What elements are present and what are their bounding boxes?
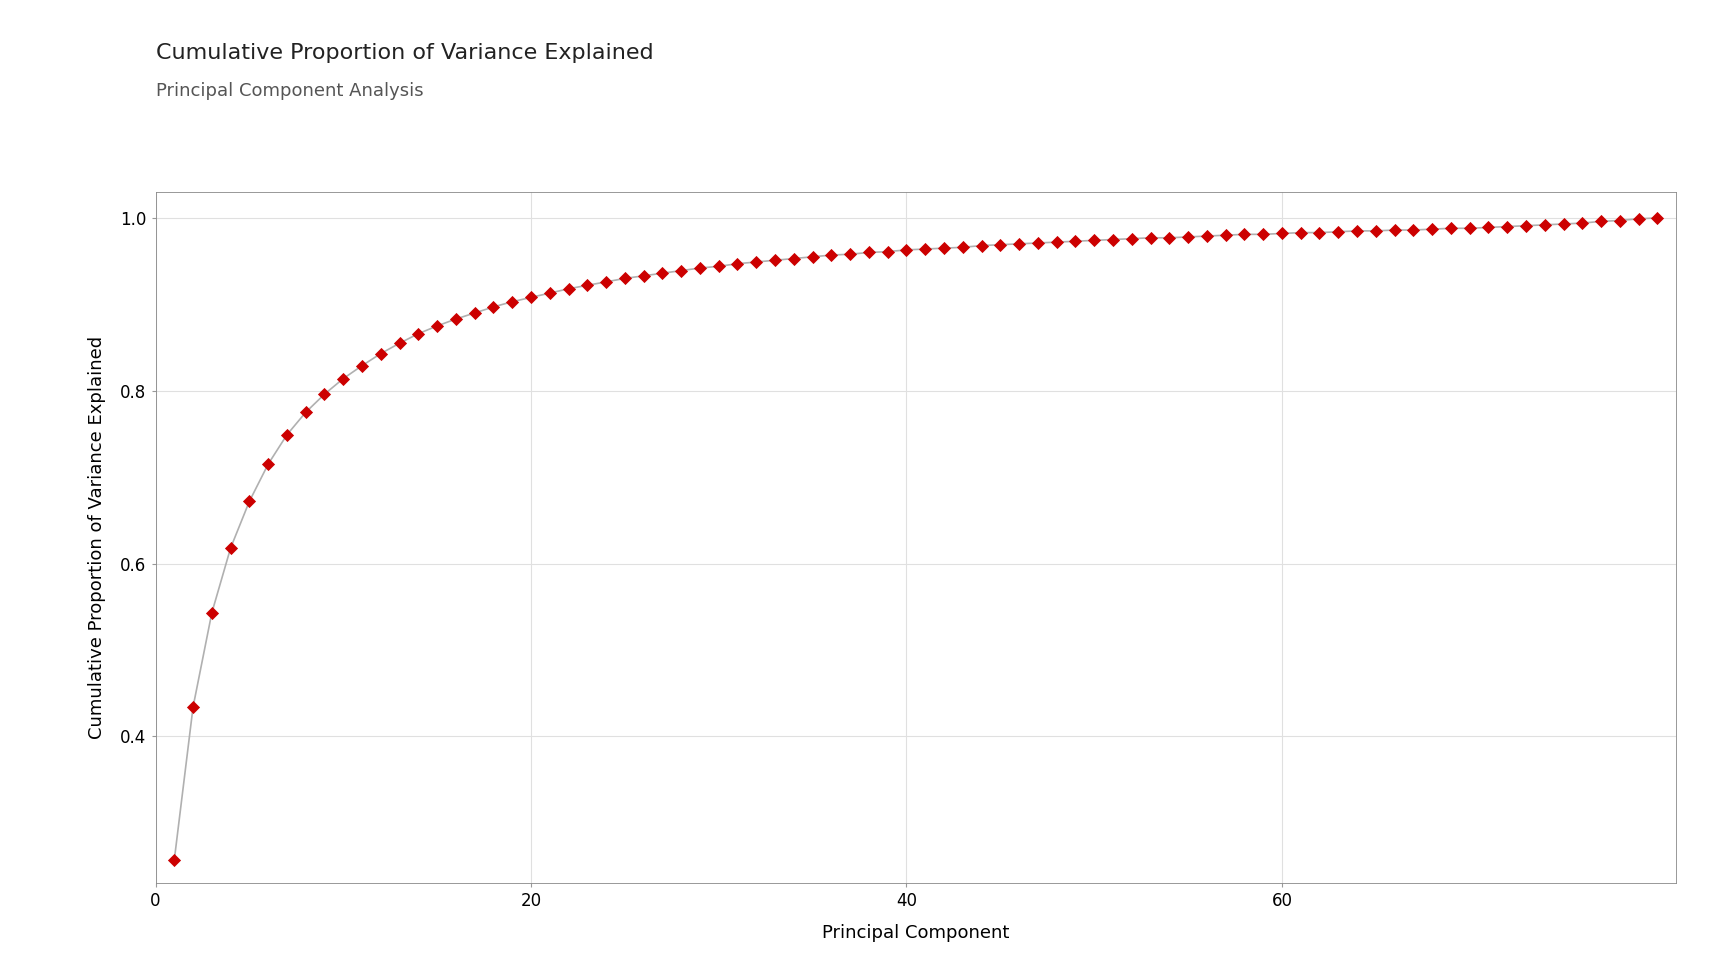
Y-axis label: Cumulative Proportion of Variance Explained: Cumulative Proportion of Variance Explai… — [88, 336, 105, 739]
Point — [686, 260, 714, 276]
Point — [855, 245, 883, 260]
Point — [593, 275, 620, 290]
Point — [1438, 221, 1465, 236]
Point — [1324, 224, 1351, 239]
Point — [199, 605, 226, 620]
Point — [1531, 217, 1559, 232]
Point — [987, 237, 1014, 252]
Point — [498, 294, 525, 309]
Point — [911, 241, 938, 256]
Point — [1006, 236, 1033, 252]
Point — [1249, 227, 1277, 242]
Point — [292, 405, 320, 420]
Point — [1419, 222, 1446, 237]
Point — [1137, 230, 1165, 246]
Point — [667, 263, 695, 278]
Point — [254, 457, 282, 472]
Point — [555, 281, 582, 297]
Point — [1061, 233, 1089, 249]
Point — [648, 266, 676, 281]
Point — [273, 427, 301, 443]
Point — [1455, 221, 1483, 236]
Point — [629, 268, 657, 283]
Point — [1025, 235, 1052, 251]
Point — [1381, 223, 1408, 238]
Point — [1624, 211, 1652, 227]
Point — [1287, 225, 1315, 240]
Point — [874, 244, 902, 259]
Point — [366, 346, 394, 361]
Point — [385, 336, 413, 351]
Point — [442, 311, 470, 326]
Point — [349, 358, 377, 373]
Point — [1118, 231, 1146, 247]
X-axis label: Principal Component: Principal Component — [823, 924, 1009, 942]
Point — [1643, 210, 1671, 226]
Point — [1230, 227, 1258, 242]
Point — [1343, 224, 1370, 239]
Point — [779, 251, 807, 266]
Point — [1400, 223, 1427, 238]
Point — [423, 319, 451, 334]
Point — [968, 238, 995, 253]
Point — [798, 250, 826, 265]
Point — [893, 242, 921, 257]
Point — [930, 241, 957, 256]
Point — [311, 387, 339, 402]
Point — [574, 277, 601, 293]
Point — [161, 852, 188, 868]
Point — [1512, 218, 1540, 233]
Point — [1192, 228, 1220, 244]
Point — [1550, 216, 1578, 231]
Point — [817, 248, 845, 263]
Point — [1569, 215, 1597, 230]
Point — [1099, 232, 1127, 248]
Point — [705, 258, 733, 274]
Point — [1588, 214, 1616, 229]
Point — [836, 247, 864, 262]
Point — [330, 371, 358, 386]
Point — [404, 326, 432, 342]
Point — [743, 254, 771, 270]
Point — [724, 256, 752, 272]
Point — [1156, 230, 1184, 246]
Text: Principal Component Analysis: Principal Component Analysis — [156, 82, 423, 100]
Point — [1211, 228, 1239, 243]
Point — [517, 290, 544, 305]
Point — [180, 699, 207, 714]
Point — [1268, 226, 1296, 241]
Point — [1080, 232, 1108, 248]
Point — [1493, 219, 1521, 234]
Point — [461, 305, 489, 321]
Text: Cumulative Proportion of Variance Explained: Cumulative Proportion of Variance Explai… — [156, 43, 653, 63]
Point — [949, 240, 976, 255]
Point — [536, 285, 563, 300]
Point — [1042, 234, 1070, 250]
Point — [235, 493, 263, 509]
Point — [1474, 220, 1502, 235]
Point — [1306, 225, 1334, 240]
Point — [1175, 229, 1203, 245]
Point — [762, 252, 790, 268]
Point — [480, 300, 508, 315]
Point — [1605, 213, 1633, 228]
Point — [216, 540, 244, 556]
Point — [612, 271, 639, 286]
Point — [1362, 224, 1389, 239]
